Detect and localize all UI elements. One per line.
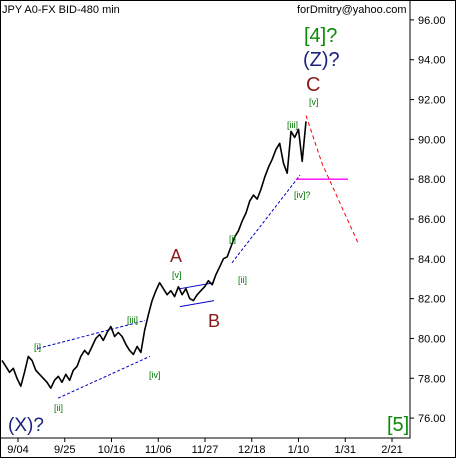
wave-label-4: [4]? — [304, 25, 337, 47]
y-axis: 76.00 78.00 80.00 82.00 84.00 86.00 88.00 90.00… — [410, 15, 446, 425]
forecast-path — [305, 115, 359, 244]
y-tick-label: 96.00 — [418, 15, 446, 27]
box-top — [179, 282, 215, 290]
chart-title: JPY A0-FX BID-480 min — [2, 4, 120, 16]
wave-label-a: A — [170, 246, 182, 266]
wave-label-iii: [iii] — [127, 315, 138, 325]
x-tick-label: 11/06 — [145, 444, 172, 456]
channel-lower — [57, 355, 151, 399]
wave-label-b: B — [208, 311, 220, 331]
x-tick-label: 12/18 — [238, 444, 266, 456]
wave-label-i2: [i] — [229, 234, 236, 244]
x-tick-label: 2/21 — [381, 444, 402, 456]
y-tick-label: 92.00 — [418, 95, 446, 107]
wave-label-z: (Z)? — [303, 49, 340, 71]
y-tick-label: 86.00 — [418, 214, 446, 226]
y-tick-label: 90.00 — [418, 134, 446, 146]
y-tick-label: 82.00 — [418, 294, 446, 306]
y-tick-label: 80.00 — [418, 333, 446, 345]
channel-lower-2 — [231, 174, 301, 264]
box-bottom — [179, 300, 215, 308]
wave-label-x: (X)? — [8, 415, 44, 436]
price-line — [1, 121, 307, 390]
wave-label-v2: [v] — [309, 97, 319, 107]
price-series — [1, 121, 307, 390]
wave-label-iii2: [iii] — [287, 120, 298, 130]
x-axis: 9/04 9/25 10/16 11/06 11/27 12/18 1/10 1/31 2/21 — [7, 438, 403, 456]
wave-label-ii2: [ii] — [238, 275, 247, 285]
x-tick-label: 11/27 — [192, 444, 219, 456]
wave-label-ii: [ii] — [54, 403, 63, 413]
wave-labels: (X)? [ii] [i] [iii] [iv] A [v] B [i] [ii… — [8, 25, 409, 436]
forecast-overlays — [296, 115, 359, 244]
y-tick-label: 78.00 — [418, 373, 446, 385]
channel-upper — [37, 320, 146, 349]
wave-label-iv: [iv] — [149, 370, 161, 380]
wave-label-c: C — [306, 74, 320, 96]
wave-label-iv2: [iv]? — [294, 190, 311, 200]
wave-label-v-a: [v] — [172, 270, 182, 280]
x-tick-label: 9/04 — [7, 444, 28, 456]
x-tick-label: 9/25 — [54, 444, 75, 456]
y-tick-label: 76.00 — [418, 413, 446, 425]
channel-lines — [37, 174, 301, 399]
x-tick-label: 1/10 — [288, 444, 309, 456]
x-tick-label: 10/16 — [98, 444, 126, 456]
watermark: forDmitry@yahoo.com — [297, 4, 407, 16]
wave-label-5: [5] — [387, 414, 409, 436]
y-tick-label: 88.00 — [418, 174, 446, 186]
x-tick-label: 1/31 — [335, 444, 356, 456]
y-tick-label: 94.00 — [418, 55, 446, 67]
y-tick-label: 84.00 — [418, 254, 446, 266]
wave-label-i: [i] — [34, 342, 41, 352]
plot-border — [0, 0, 411, 439]
